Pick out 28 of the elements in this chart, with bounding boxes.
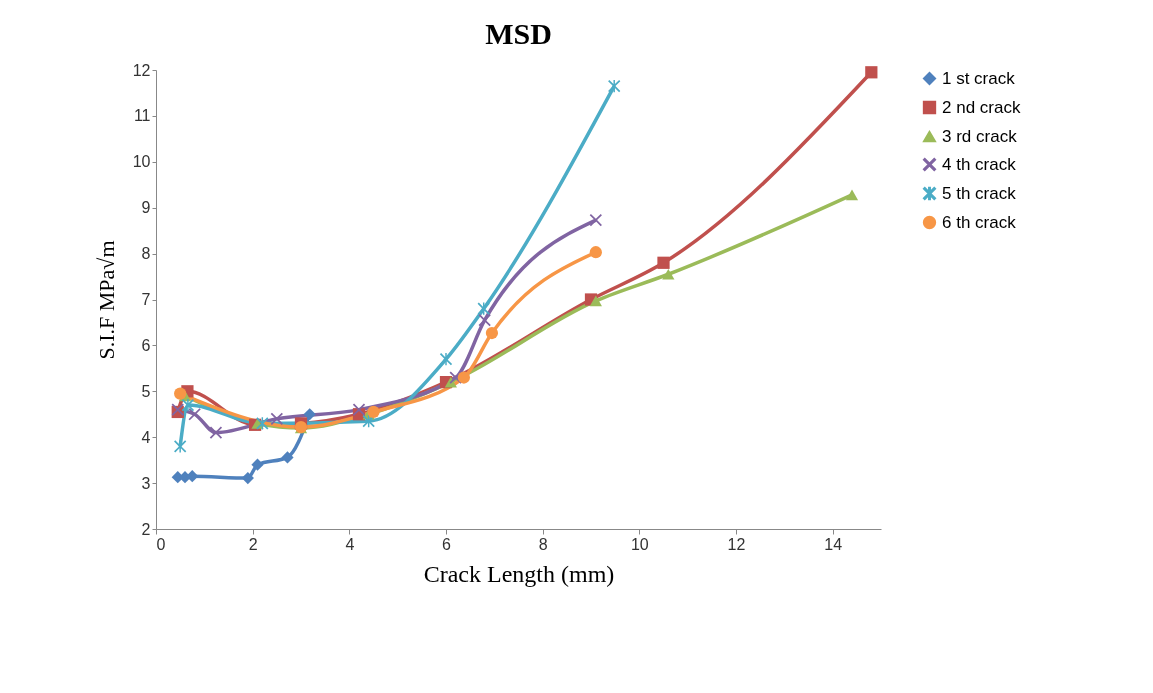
legend-label: 2 nd crack [942,97,1021,117]
legend-label: 3 rd crack [942,126,1018,146]
y-tick-label: 9 [141,199,151,217]
x-axis-title: Crack Length (mm) [423,560,615,587]
x-tick-label: 8 [538,535,548,553]
y-axis-title: S.I.F MPa√m [93,240,119,360]
y-tick-label: 12 [132,61,151,79]
y-tick-label: 11 [133,107,151,125]
y-tick-label: 4 [141,428,151,446]
x-tick-label: 0 [156,535,166,553]
x-tick-label: 14 [824,535,843,553]
x-tick-label: 4 [345,535,355,553]
x-tick-label: 10 [630,535,649,553]
legend-label: 5 th crack [942,183,1017,203]
y-tick-label: 5 [141,382,151,400]
x-tick-label: 12 [727,535,746,553]
y-tick-label: 6 [141,336,151,354]
y-tick-label: 10 [132,153,151,171]
legend-label: 4 th crack [942,154,1017,174]
y-tick-label: 8 [141,245,151,263]
y-tick-label: 2 [141,520,151,538]
chart-title: MSD [485,17,552,50]
y-tick-label: 3 [141,474,151,492]
legend-label: 1 st crack [942,68,1016,88]
x-tick-label: 2 [248,535,258,553]
y-tick-label: 7 [141,291,151,308]
x-tick-label: 6 [442,535,452,553]
legend-label: 6 th crack [942,212,1017,232]
